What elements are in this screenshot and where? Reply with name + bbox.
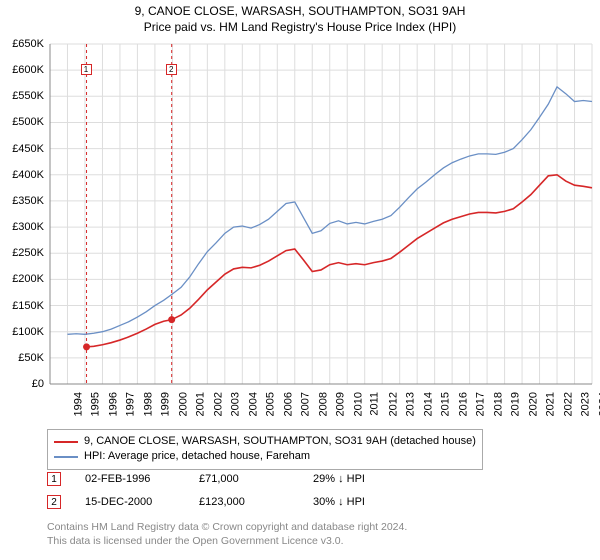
- chart-title: 9, CANOE CLOSE, WARSASH, SOUTHAMPTON, SO…: [0, 4, 600, 18]
- chart-subtitle: Price paid vs. HM Land Registry's House …: [0, 20, 600, 34]
- x-tick-label: 2004: [247, 392, 259, 416]
- event-price: £123,000: [199, 496, 289, 508]
- y-tick-label: £550K: [12, 90, 44, 102]
- legend-row: 9, CANOE CLOSE, WARSASH, SOUTHAMPTON, SO…: [54, 434, 476, 449]
- legend-swatch: [54, 456, 78, 458]
- x-tick-label: 2002: [212, 392, 224, 416]
- x-tick-label: 2021: [545, 392, 557, 416]
- event-price: £71,000: [199, 473, 289, 485]
- x-tick-label: 1996: [107, 392, 119, 416]
- y-tick-label: £250K: [12, 247, 44, 259]
- chart-marker-2: 2: [166, 64, 177, 75]
- x-tick-label: 2018: [492, 392, 504, 416]
- x-tick-label: 1999: [160, 392, 172, 416]
- y-tick-label: £0: [32, 378, 44, 390]
- event-row-1: 1 02-FEB-1996 £71,000 29% ↓ HPI: [47, 472, 403, 486]
- x-tick-label: 2000: [177, 392, 189, 416]
- legend-box: 9, CANOE CLOSE, WARSASH, SOUTHAMPTON, SO…: [47, 429, 483, 470]
- x-tick-label: 2009: [335, 392, 347, 416]
- x-tick-label: 2017: [475, 392, 487, 416]
- y-tick-label: £50K: [18, 352, 44, 364]
- x-tick-label: 2001: [195, 392, 207, 416]
- event-delta: 30% ↓ HPI: [313, 496, 403, 508]
- x-tick-label: 2012: [387, 392, 399, 416]
- x-tick-label: 2008: [317, 392, 329, 416]
- y-tick-label: £350K: [12, 195, 44, 207]
- y-tick-label: £450K: [12, 143, 44, 155]
- x-tick-label: 2014: [422, 392, 434, 416]
- x-tick-label: 2015: [440, 392, 452, 416]
- event-date: 15-DEC-2000: [85, 496, 175, 508]
- y-tick-label: £100K: [12, 326, 44, 338]
- x-tick-label: 2003: [230, 392, 242, 416]
- legend-swatch: [54, 441, 78, 443]
- x-tick-label: 2022: [562, 392, 574, 416]
- x-tick-label: 2016: [457, 392, 469, 416]
- y-tick-label: £300K: [12, 221, 44, 233]
- y-tick-label: £500K: [12, 116, 44, 128]
- footer-attribution: Contains HM Land Registry data © Crown c…: [47, 520, 590, 548]
- y-tick-label: £200K: [12, 273, 44, 285]
- x-tick-label: 1997: [125, 392, 137, 416]
- x-tick-label: 2006: [282, 392, 294, 416]
- x-tick-label: 2023: [580, 392, 592, 416]
- legend-label: HPI: Average price, detached house, Fare…: [84, 449, 310, 464]
- event-marker-box: 1: [47, 472, 61, 486]
- x-tick-label: 2005: [265, 392, 277, 416]
- legend-row: HPI: Average price, detached house, Fare…: [54, 449, 476, 464]
- event-row-2: 2 15-DEC-2000 £123,000 30% ↓ HPI: [47, 495, 403, 509]
- x-tick-label: 1994: [72, 392, 84, 416]
- y-tick-label: £600K: [12, 64, 44, 76]
- x-tick-label: 1995: [90, 392, 102, 416]
- event-date: 02-FEB-1996: [85, 473, 175, 485]
- y-tick-label: £650K: [12, 38, 44, 50]
- x-tick-label: 2011: [369, 392, 381, 416]
- chart-svg: [0, 36, 600, 441]
- x-tick-label: 2019: [510, 392, 522, 416]
- chart-marker-1: 1: [81, 64, 92, 75]
- x-tick-label: 2020: [527, 392, 539, 416]
- event-delta: 29% ↓ HPI: [313, 473, 403, 485]
- x-tick-label: 1998: [142, 392, 154, 416]
- footer-line-2: This data is licensed under the Open Gov…: [47, 534, 590, 548]
- legend-label: 9, CANOE CLOSE, WARSASH, SOUTHAMPTON, SO…: [84, 434, 476, 449]
- y-tick-label: £400K: [12, 169, 44, 181]
- chart-plot-area: 1 2 £0 £50K £100K £150K £200K £250K £300K £350K £4…: [0, 36, 600, 441]
- y-tick-label: £150K: [12, 300, 44, 312]
- event-marker-box: 2: [47, 495, 61, 509]
- footer-line-1: Contains HM Land Registry data © Crown c…: [47, 520, 590, 534]
- x-tick-label: 2007: [300, 392, 312, 416]
- x-tick-label: 2010: [352, 392, 364, 416]
- x-tick-label: 2013: [405, 392, 417, 416]
